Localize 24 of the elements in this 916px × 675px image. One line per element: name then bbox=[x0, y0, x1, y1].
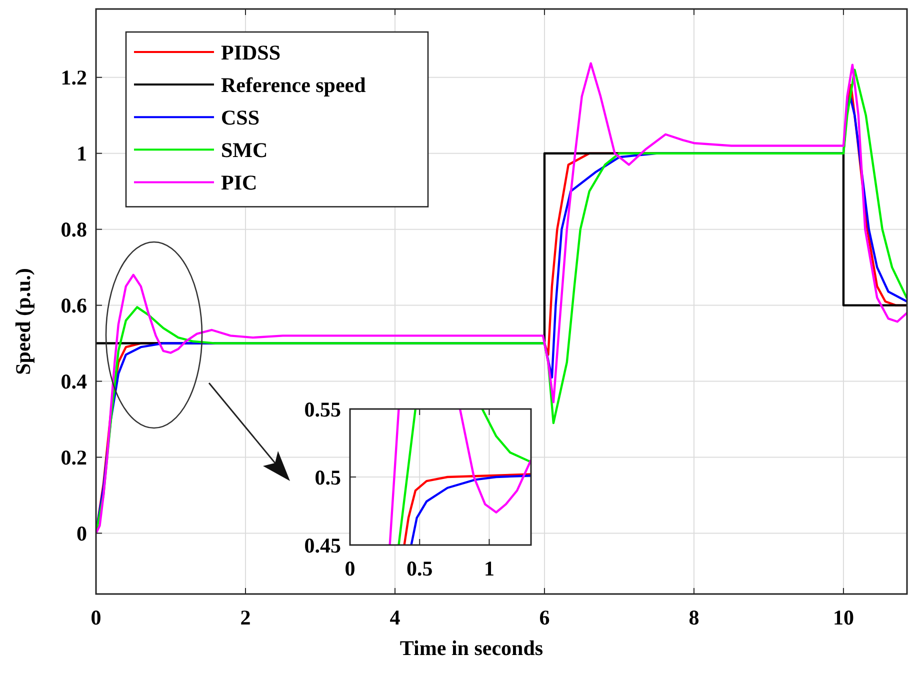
legend-label: PIDSS bbox=[221, 40, 281, 64]
x-tick-label: 2 bbox=[240, 605, 251, 630]
y-tick-label: 0 bbox=[76, 522, 87, 546]
x-tick-label: 8 bbox=[688, 605, 700, 630]
legend-label: Reference speed bbox=[221, 72, 366, 97]
y-tick-label: 0.55 bbox=[304, 397, 341, 422]
y-tick-label: 1.2 bbox=[60, 66, 87, 90]
y-tick-label: 0.2 bbox=[60, 446, 87, 470]
x-tick-label: 0.5 bbox=[406, 556, 433, 580]
legend-label: SMC bbox=[221, 138, 268, 162]
y-tick-label: 0.4 bbox=[60, 370, 88, 394]
x-tick-label: 4 bbox=[390, 605, 401, 630]
y-tick-label: 0.45 bbox=[304, 533, 341, 558]
y-tick-label: 1 bbox=[76, 142, 87, 166]
legend-label: PIC bbox=[221, 170, 258, 195]
legend-label: CSS bbox=[221, 105, 260, 130]
y-tick-label: 0.5 bbox=[314, 465, 341, 490]
x-axis-title: Time in seconds bbox=[400, 636, 544, 660]
x-tick-label: 6 bbox=[539, 605, 550, 630]
x-tick-label: 1 bbox=[484, 556, 494, 580]
y-tick-label: 0.8 bbox=[60, 218, 87, 242]
y-tick-label: 0.6 bbox=[60, 294, 87, 318]
x-tick-label: 10 bbox=[832, 605, 854, 630]
y-axis-title: Speed (p.u.) bbox=[11, 268, 35, 375]
